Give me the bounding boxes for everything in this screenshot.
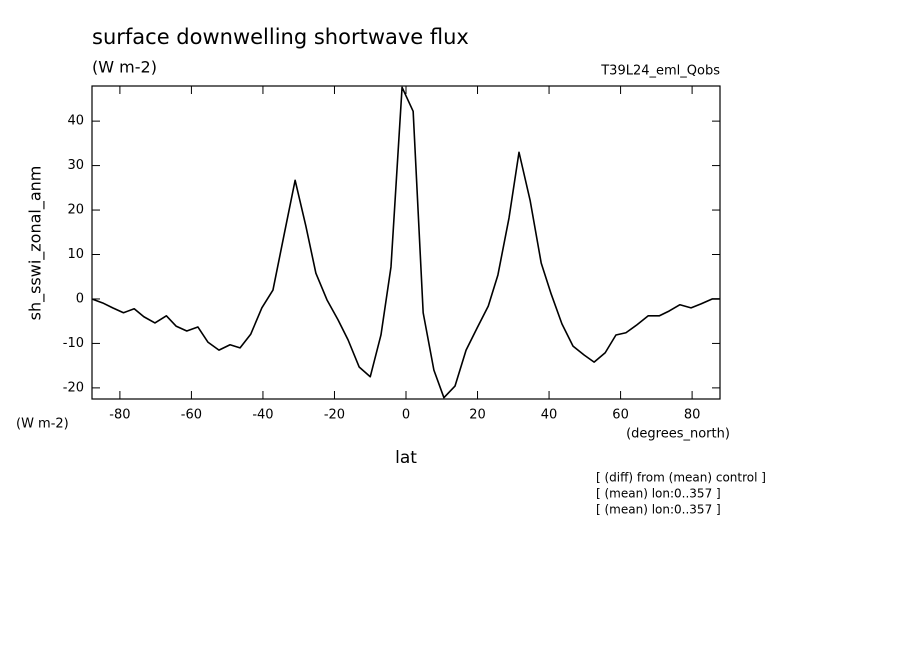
x-tick-label: 60: [612, 408, 629, 423]
y-tick-label: 0: [76, 291, 84, 306]
y-tick-label: -10: [63, 336, 84, 351]
x-axis-label: lat: [395, 448, 417, 468]
data-line: [91, 86, 720, 399]
x-tick-label: -20: [324, 408, 345, 423]
dataset-label: T39L24_eml_Qobs: [600, 64, 720, 79]
plot-frame: [91, 85, 721, 400]
y-axis-label: sh_sswi_zonal_anm: [26, 166, 46, 321]
chart-subtitle: (W m-2): [92, 58, 157, 77]
x-tick-label: 40: [541, 408, 558, 423]
note: [ (mean) lon:0..357 ]: [596, 487, 721, 501]
y-tick-label: 30: [67, 158, 84, 173]
note: [ (diff) from (mean) control ]: [596, 471, 766, 485]
x-tick-label: 20: [469, 408, 486, 423]
y-axis-units: (W m-2): [16, 417, 69, 432]
x-tick-label: -60: [181, 408, 202, 423]
y-tick-label: -20: [63, 380, 84, 395]
chart-title: surface downwelling shortwave flux: [92, 25, 469, 49]
x-tick-label: 80: [684, 408, 701, 423]
note: [ (mean) lon:0..357 ]: [596, 503, 721, 517]
x-axis-units: (degrees_north): [626, 427, 730, 442]
x-tick-label: -80: [109, 408, 130, 423]
x-tick-label: 0: [402, 408, 410, 423]
y-tick-label: 20: [67, 203, 84, 218]
y-tick-label: 10: [67, 247, 84, 262]
x-tick-label: -40: [252, 408, 273, 423]
y-tick-label: 40: [67, 114, 84, 129]
